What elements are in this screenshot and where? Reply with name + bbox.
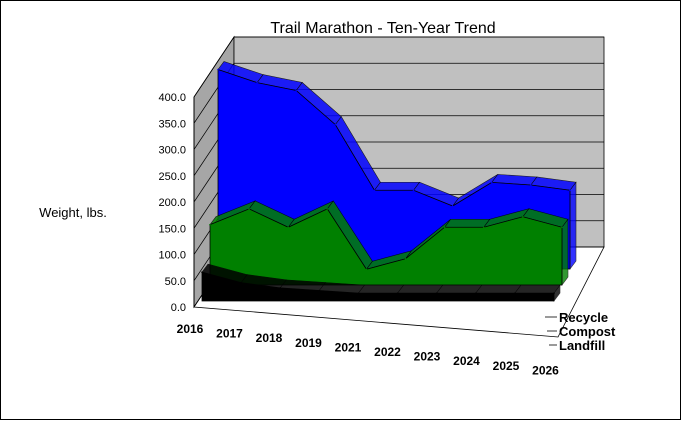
chart-title: Trail Marathon - Ten-Year Trend [270, 20, 495, 37]
series-top-face [373, 181, 421, 191]
x-tick-label: 2019 [295, 336, 322, 350]
data-point [561, 226, 563, 229]
x-tick-labels: 2016 2017 2018 2019 2021 2022 2023 2024 2025 2026 [177, 322, 560, 377]
data-point [318, 289, 321, 292]
data-point [404, 257, 407, 260]
data-point [256, 81, 258, 84]
series-compost [209, 200, 569, 286]
x-tick-label: 2023 [414, 350, 441, 364]
gridline-side [193, 36, 235, 98]
data-point [451, 205, 454, 207]
series-label: Compost [559, 324, 616, 339]
data-point [412, 189, 415, 192]
data-point [522, 215, 524, 218]
series-top-face [357, 284, 405, 294]
x-tick-label: 2022 [374, 345, 401, 359]
data-point [287, 226, 290, 229]
y-tick-label: 400.0 [158, 92, 186, 104]
series-top-face [396, 284, 444, 294]
y-tick-label: 50.0 [165, 276, 186, 288]
series-top-face [436, 284, 483, 294]
series-end-cap [569, 181, 577, 270]
series-layer [201, 61, 577, 302]
x-tick-label: 2021 [335, 340, 362, 354]
data-point [365, 268, 368, 271]
data-point [217, 68, 219, 71]
x-tick-label: 2018 [256, 331, 283, 345]
data-point [396, 292, 399, 294]
data-point [295, 89, 298, 92]
y-tick-label: 300.0 [158, 145, 186, 157]
y-tick-label: 0.0 [171, 302, 186, 314]
series-landfill [201, 263, 561, 302]
data-point [201, 271, 203, 273]
x-tick-label: 2026 [532, 363, 559, 377]
data-point [240, 281, 242, 284]
x-tick-label: 2017 [216, 327, 243, 341]
y-tick-labels: 0.0 50.0 100.0 150.0 200.0 250.0 300.0 350.0 400… [158, 92, 186, 314]
data-point [248, 208, 250, 210]
series-top-face [514, 284, 561, 294]
data-point [569, 189, 571, 192]
data-point [514, 292, 516, 294]
data-point [326, 208, 329, 210]
y-tick-label: 100.0 [158, 250, 186, 262]
data-point [435, 292, 438, 294]
y-tick-label: 350.0 [158, 118, 186, 130]
series-end-cap [561, 218, 569, 286]
data-point [553, 292, 555, 294]
series-top-face [475, 284, 522, 294]
data-point [482, 226, 485, 229]
y-tick-label: 200.0 [158, 197, 186, 209]
series-top-face [444, 218, 491, 228]
y-tick-label: 150.0 [158, 223, 186, 235]
data-point [357, 292, 360, 294]
series-label: Landfill [559, 338, 605, 353]
x-tick-label: 2016 [177, 322, 204, 336]
data-point [530, 184, 532, 186]
y-axis-label: Weight, lbs. [39, 205, 107, 220]
data-point [279, 287, 282, 289]
data-point [474, 292, 477, 294]
data-point [373, 189, 376, 192]
data-point [334, 123, 337, 126]
x-tick-label: 2025 [493, 359, 520, 373]
series-label: Recycle [559, 310, 608, 325]
data-point [443, 226, 446, 229]
y-tick-label: 250.0 [158, 171, 186, 183]
data-point [209, 223, 211, 226]
data-point [490, 181, 493, 184]
x-tick-label: 2024 [453, 354, 480, 368]
